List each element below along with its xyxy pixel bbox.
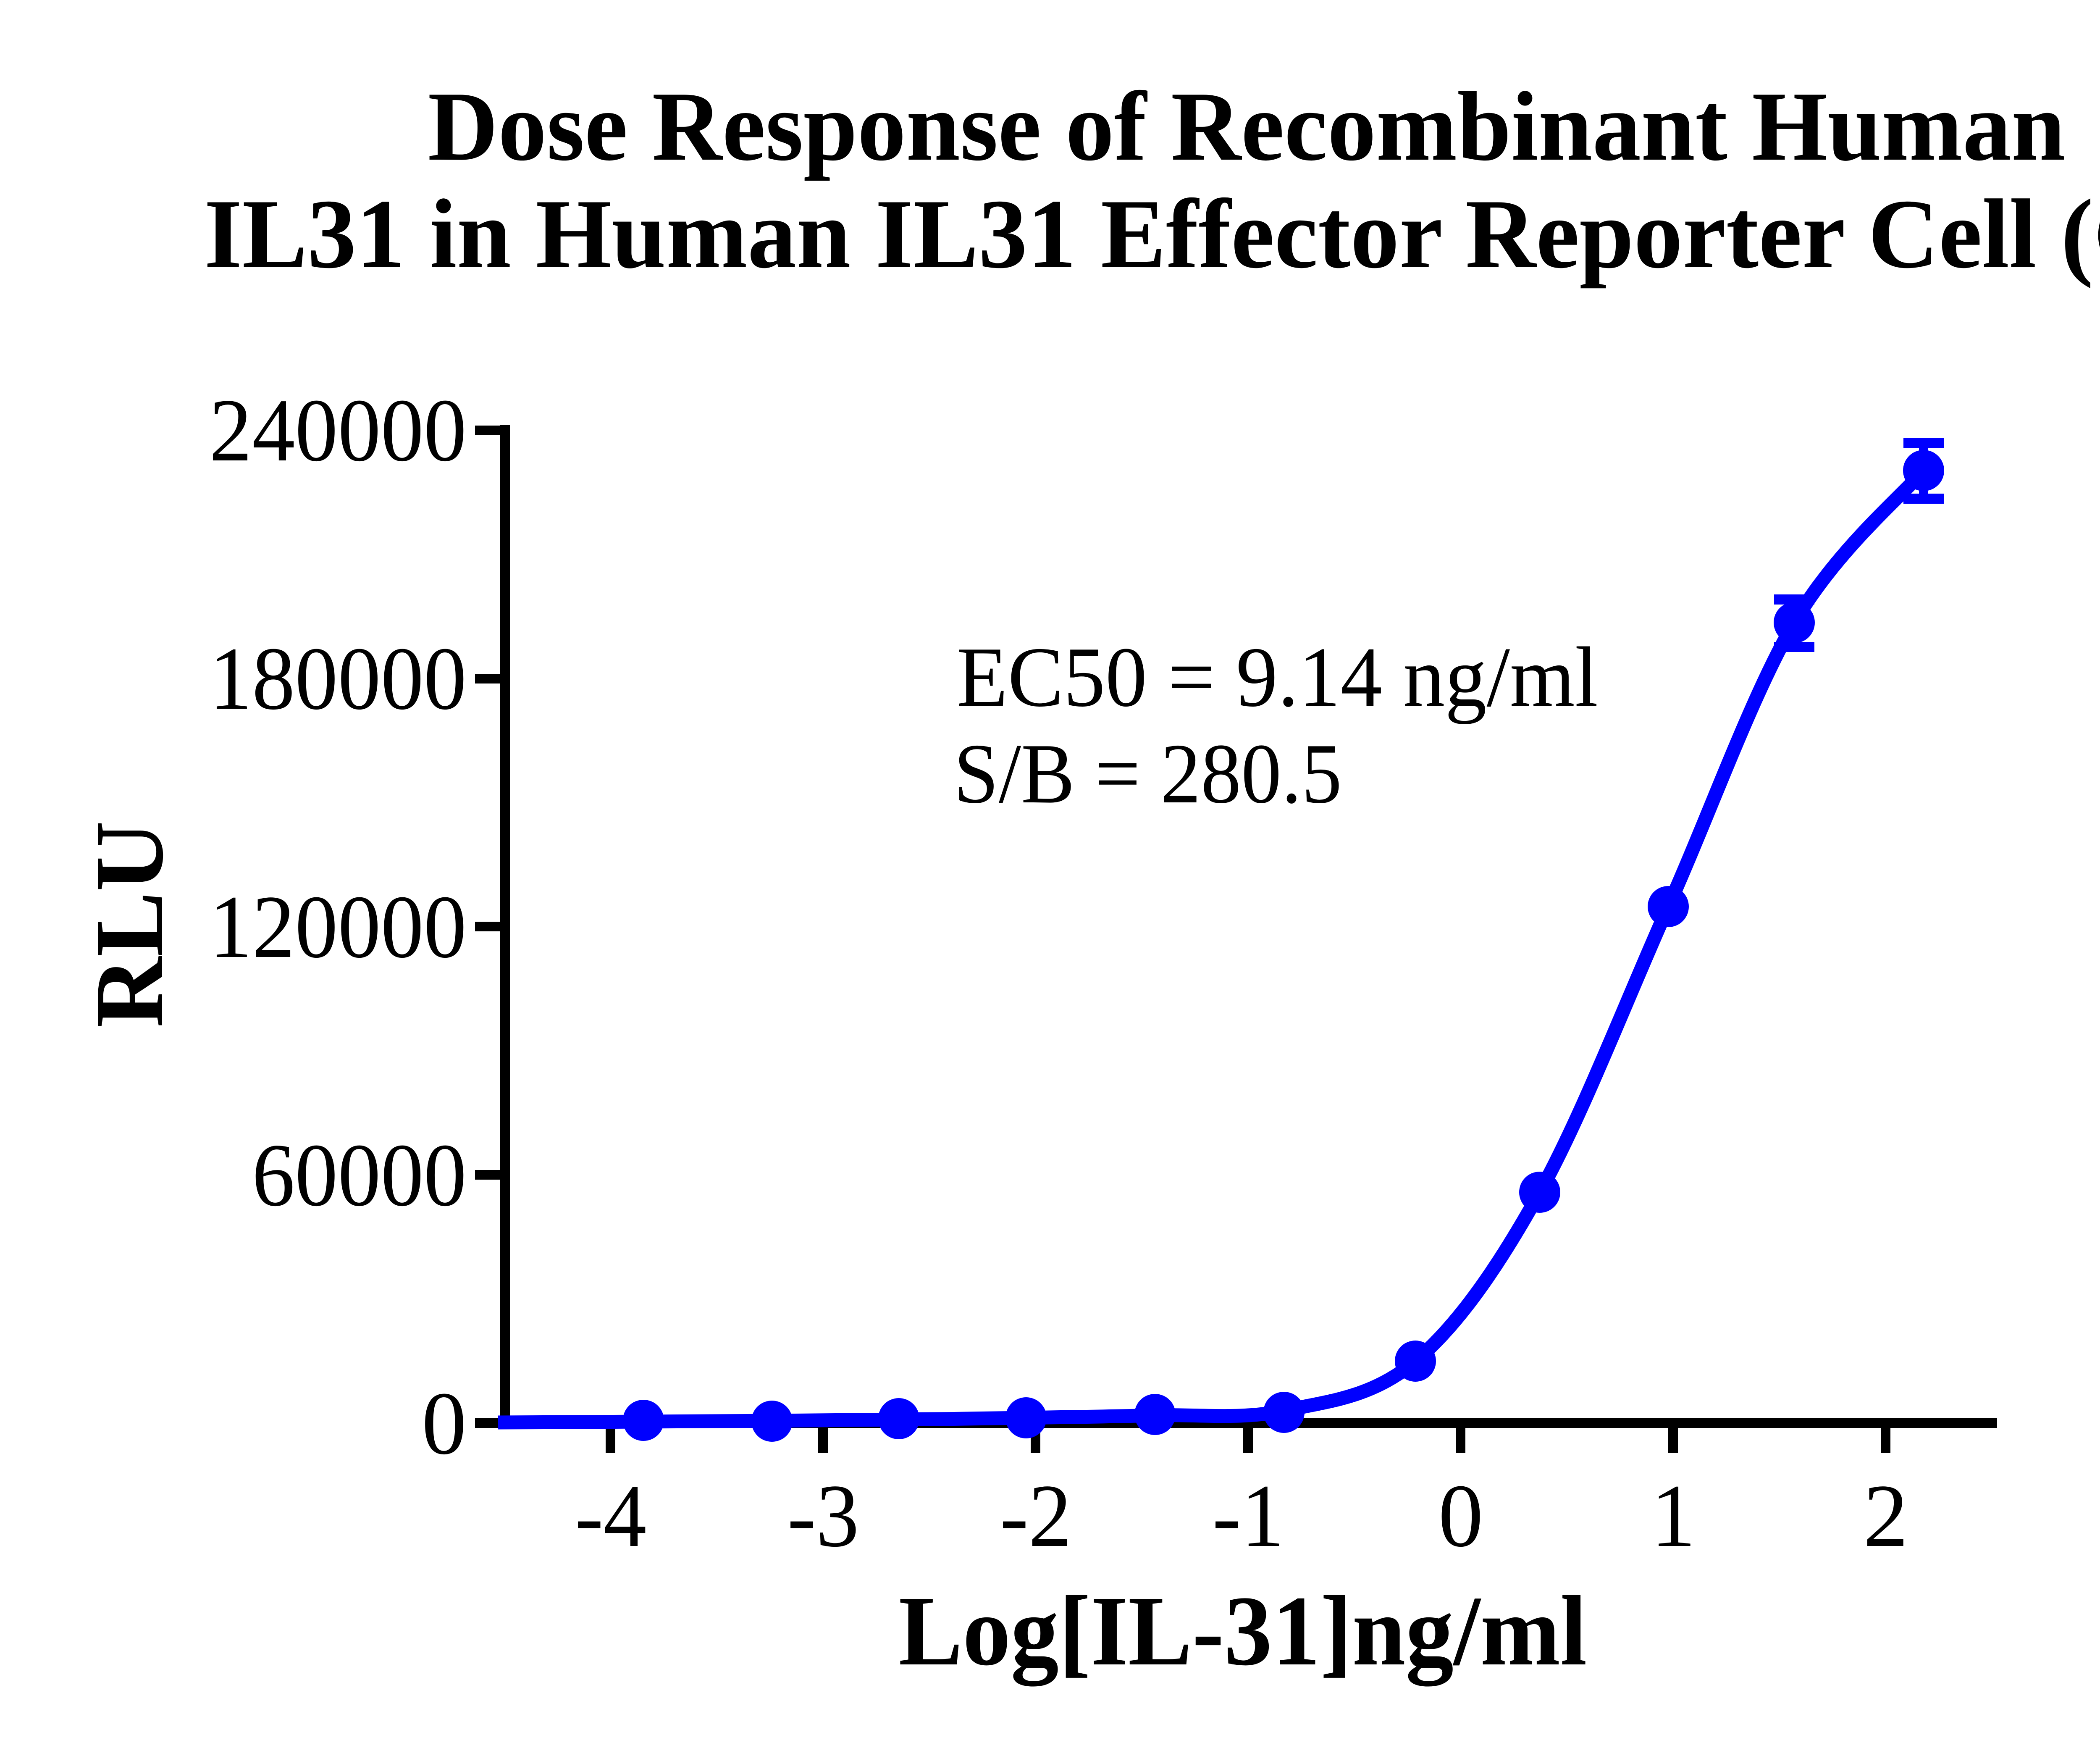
svg-text:1: 1 [1651,1466,1696,1566]
svg-text:240000: 240000 [209,381,467,480]
svg-text:-3: -3 [788,1466,859,1566]
svg-text:0: 0 [422,1374,467,1473]
svg-text:180000: 180000 [209,629,467,728]
svg-text:0: 0 [1438,1466,1483,1566]
svg-text:-4: -4 [575,1466,647,1566]
svg-text:2: 2 [1864,1466,1908,1566]
svg-text:60000: 60000 [252,1125,467,1225]
svg-text:-2: -2 [1000,1466,1072,1566]
svg-text:-1: -1 [1213,1466,1284,1566]
svg-text:Log[IL-31]ng/ml: Log[IL-31]ng/ml [899,1576,1587,1686]
svg-text:IL31 in Human IL31 Effector Re: IL31 in Human IL31 Effector Reporter Cel… [204,179,2100,289]
svg-text:RLU: RLU [75,821,184,1028]
svg-text:S/B = 280.5: S/B = 280.5 [954,726,1342,821]
svg-text:Dose Response of Recombinant H: Dose Response of Recombinant Human [428,72,2066,181]
svg-text:120000: 120000 [209,877,467,977]
svg-text:EC50 = 9.14 ng/ml: EC50 = 9.14 ng/ml [957,630,1598,725]
